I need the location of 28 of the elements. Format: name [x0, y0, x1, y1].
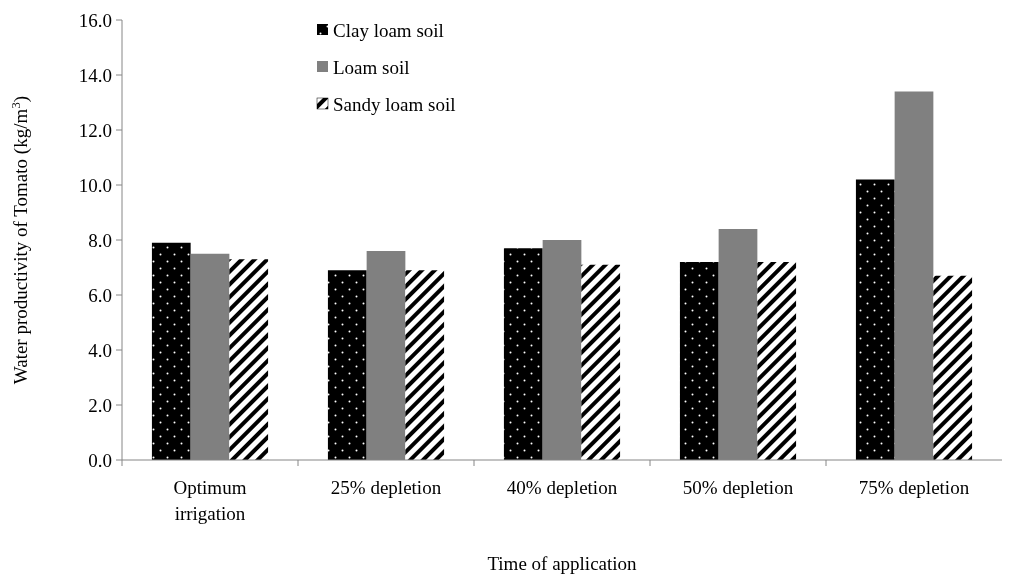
- y-tick-label: 0.0: [88, 449, 112, 471]
- bar: [327, 270, 367, 460]
- x-tick-label: 50% depletion: [682, 477, 794, 498]
- legend-label: Loam soil: [333, 56, 410, 78]
- bar: [855, 179, 895, 460]
- y-tick-label: 6.0: [88, 284, 112, 306]
- x-tick-label: Optimum irrigation: [173, 477, 247, 524]
- legend-label: Sandy loam soil: [333, 93, 456, 115]
- x-axis-title: Time of application: [487, 553, 638, 574]
- bar: [679, 262, 719, 460]
- y-tick-label: 16.0: [78, 9, 112, 31]
- x-tick-label: 25% depletion: [330, 477, 442, 498]
- bar: [933, 275, 973, 460]
- bar: [405, 270, 445, 460]
- y-tick-label: 10.0: [78, 174, 112, 196]
- bar: [151, 242, 191, 460]
- y-tick-label: 2.0: [88, 394, 112, 416]
- y-tick-label: 8.0: [88, 229, 112, 251]
- y-tick-label: 4.0: [88, 339, 112, 361]
- x-tick-label: 75% depletion: [858, 477, 970, 498]
- x-tick-label: 40% depletion: [506, 477, 618, 498]
- bar: [229, 259, 269, 460]
- bar: [757, 262, 797, 460]
- y-tick-label: 12.0: [78, 119, 112, 141]
- bar: [503, 248, 543, 460]
- bar: [581, 264, 621, 460]
- y-tick-label: 14.0: [78, 64, 112, 86]
- legend-label: Clay loam soil: [333, 19, 444, 41]
